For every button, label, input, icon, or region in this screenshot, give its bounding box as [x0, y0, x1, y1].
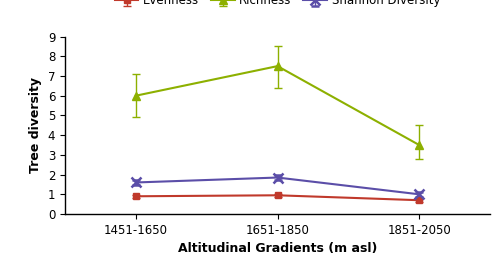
Legend: Evenness, Richness, Shannon Diversity: Evenness, Richness, Shannon Diversity: [110, 0, 445, 12]
Y-axis label: Tree diversity: Tree diversity: [29, 77, 42, 173]
X-axis label: Altitudinal Gradients (m asl): Altitudinal Gradients (m asl): [178, 242, 377, 255]
